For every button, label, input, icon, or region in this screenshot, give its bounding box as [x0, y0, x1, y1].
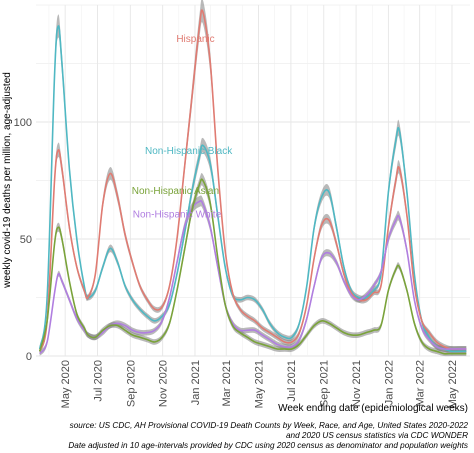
x-tick-label: Sep 2020	[125, 360, 137, 407]
y-tick-label: 100	[14, 117, 32, 129]
x-axis-title: Week ending date (epidemiological weeks)	[278, 403, 468, 414]
x-tick-label: Nov 2021	[351, 360, 363, 407]
x-tick-label: Mar 2022	[415, 360, 427, 406]
y-tick-labels: 0 50 100	[14, 117, 32, 363]
x-tick-labels: May 2020 Jul 2020 Sep 2020 Nov 2020 Jan 2021…	[60, 360, 459, 408]
caption-line-2: and 2020 US census statistics via CDC WO…	[286, 431, 468, 440]
x-tick-label: May 2020	[60, 360, 72, 408]
x-tick-label: Jul 2021	[286, 360, 298, 402]
series-labels: Hispanic Non-Hispanic Black Non-Hispanic A…	[132, 34, 234, 220]
x-tick-label: May 2021	[254, 360, 266, 408]
y-axis-title: weekly covid-19 deaths per million, age-…	[2, 72, 13, 289]
label-non-hispanic-black: Non-Hispanic Black	[145, 146, 233, 157]
line-non-hispanic-white	[39, 200, 467, 355]
line-non-hispanic-asian	[38, 178, 467, 355]
x-tick-label: May 2022	[447, 360, 459, 408]
y-tick-label: 50	[20, 234, 32, 246]
line-non-hispanic-black	[38, 25, 467, 353]
x-tick-label: Jan 2021	[190, 360, 202, 405]
x-tick-label: Jan 2022	[383, 360, 395, 405]
caption-line-3: Date adjusted in 10 age-intervals provid…	[68, 441, 468, 450]
x-tick-label: Nov 2020	[158, 360, 170, 407]
label-non-hispanic-white: Non-Hispanic White	[133, 209, 222, 220]
line-hispanic	[38, 9, 467, 352]
x-tick-label: Sep 2021	[319, 360, 331, 407]
x-tick-label: Jul 2020	[92, 360, 104, 402]
x-tick-label: Mar 2021	[221, 360, 233, 406]
caption-line-1: source: US CDC, AH Provisional COVID-19 …	[70, 421, 469, 430]
label-non-hispanic-asian: Non-Hispanic Asian	[132, 186, 219, 197]
series-lines	[38, 9, 467, 355]
label-hispanic: Hispanic	[176, 34, 214, 45]
y-tick-label: 0	[26, 351, 32, 363]
